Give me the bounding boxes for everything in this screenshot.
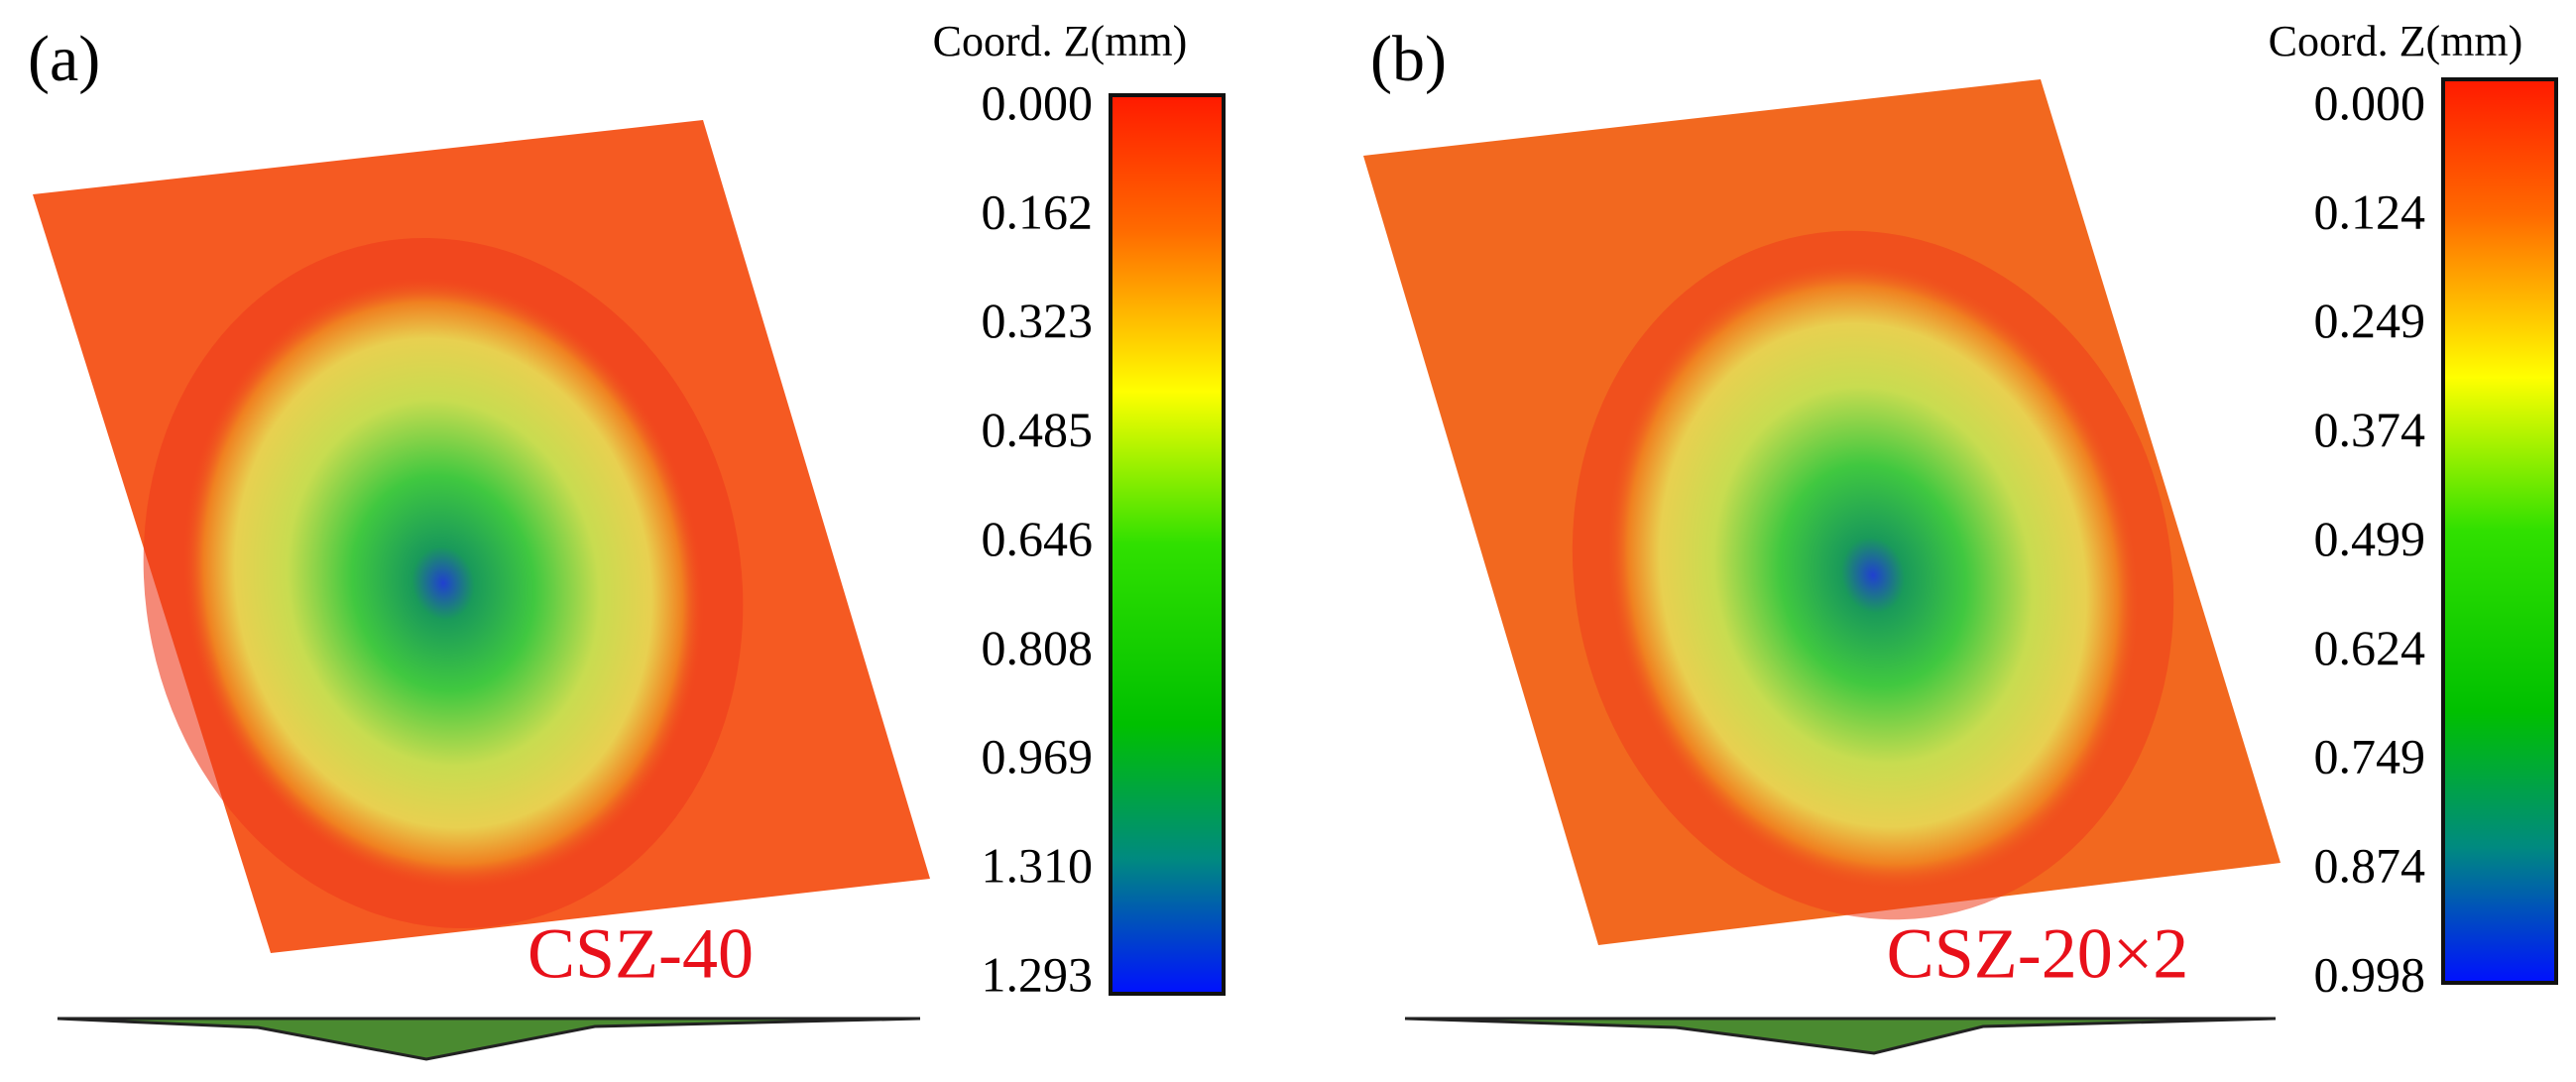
- colorbar-tick-label: 0.646: [982, 511, 1094, 566]
- colorbar-tick-label: 0.485: [982, 402, 1094, 457]
- colorbar-tick-label: 0.000: [2314, 74, 2426, 130]
- crater: [182, 277, 704, 890]
- crater: [1606, 260, 2140, 891]
- colorbar-tick-label: 0.624: [2314, 620, 2426, 675]
- colorbar-ticks: 0.000 0.124 0.249 0.374 0.499 0.624 0.749 0.874…: [2314, 74, 2426, 1002]
- colorbar-tick-label: 0.499: [2314, 511, 2426, 566]
- profile: [57, 1017, 921, 1061]
- colorbar-tick-label: 0.749: [2314, 729, 2426, 784]
- colorbar-ticks: 0.000 0.162 0.323 0.485 0.646 0.808 0.969 1.310…: [982, 74, 1094, 1002]
- colorbar-tick-label: 0.374: [2314, 402, 2426, 457]
- colorbar-tick-label: 0.808: [982, 620, 1094, 675]
- panel-label: (b): [1370, 23, 1447, 95]
- colorbar-tick-label: 0.969: [982, 729, 1094, 784]
- colorbar: [1109, 93, 1226, 996]
- sample-label: CSZ-20×2: [1887, 914, 2189, 994]
- colorbar-tick-label: 1.293: [982, 946, 1094, 1002]
- colorbar-title: Coord. Z(mm): [2269, 17, 2523, 65]
- panel-label: (a): [28, 23, 100, 95]
- profile: [1404, 1017, 2277, 1055]
- colorbar-tick-label: 1.310: [982, 838, 1094, 894]
- sample-label: CSZ-40: [527, 914, 754, 994]
- colorbar-tick-label: 0.874: [2314, 838, 2426, 894]
- colorbar-tick-label: 0.249: [2314, 293, 2426, 348]
- panel-b: (b) CSZ-20×2 Coord. Z(mm) 0.000 0.124 0.24…: [1363, 17, 2558, 1055]
- colorbar-tick-label: 0.000: [982, 74, 1094, 130]
- colorbar-tick-label: 0.323: [982, 293, 1094, 348]
- panel-a: (a) CSZ-40 Coord. Z(mm) 0.0000.1620.3230…: [28, 17, 1226, 1061]
- colorbar: [2441, 77, 2558, 985]
- colorbar-tick-label: 0.124: [2314, 183, 2426, 239]
- colorbar-title: Coord. Z(mm): [933, 17, 1188, 65]
- colorbar-tick-label: 0.998: [2314, 946, 2426, 1002]
- colorbar-tick-label: 0.162: [982, 183, 1094, 239]
